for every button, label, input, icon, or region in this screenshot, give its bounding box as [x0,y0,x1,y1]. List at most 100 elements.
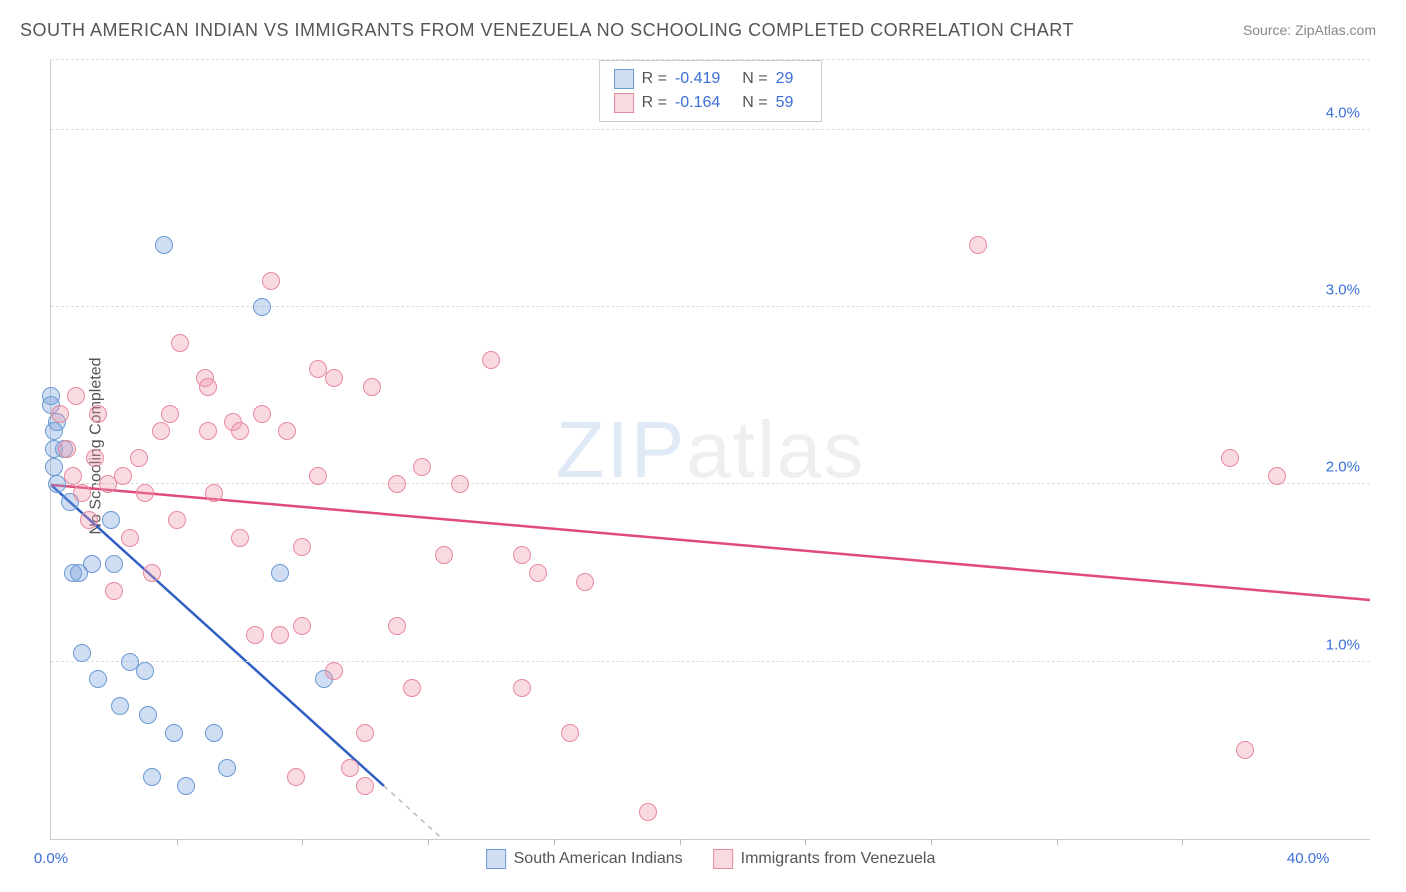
data-point-ven [246,626,264,644]
data-point-ven [325,662,343,680]
data-point-ven [114,467,132,485]
data-point-ven [287,768,305,786]
legend-swatch-ven [713,849,733,869]
r-label: R = [642,91,667,115]
legend-item-sai: South American Indians [486,849,683,869]
data-point-ven [435,546,453,564]
data-point-sai [205,724,223,742]
data-point-sai [83,555,101,573]
data-point-ven [205,484,223,502]
r-label: R = [642,67,667,91]
data-point-ven [1236,741,1254,759]
data-point-ven [309,467,327,485]
data-point-ven [58,440,76,458]
data-point-ven [152,422,170,440]
legend-item-ven: Immigrants from Venezuela [713,849,936,869]
scatter-plot-area: ZIPatlas R =-0.419N =29R =-0.164N =59 So… [50,60,1370,840]
data-point-ven [67,387,85,405]
data-point-ven [136,484,154,502]
source-attribution: Source: ZipAtlas.com [1243,22,1376,38]
x-tick [177,839,178,845]
data-point-ven [513,546,531,564]
data-point-ven [271,626,289,644]
data-point-ven [639,803,657,821]
data-point-sai [155,236,173,254]
data-point-sai [165,724,183,742]
data-point-sai [111,697,129,715]
watermark-atlas: atlas [686,405,865,494]
data-point-ven [121,529,139,547]
data-point-sai [143,768,161,786]
n-value-ven: 59 [776,91,794,115]
legend-label-ven: Immigrants from Venezuela [741,850,936,868]
data-point-ven [199,378,217,396]
data-point-ven [231,422,249,440]
trend-lines-svg [51,60,1370,839]
y-tick-label: 1.0% [1326,636,1360,653]
data-point-ven [482,351,500,369]
x-tick [428,839,429,845]
y-tick-label: 2.0% [1326,459,1360,476]
data-point-sai [89,670,107,688]
gridline [51,59,1370,60]
gridline [51,661,1370,662]
data-point-ven [356,724,374,742]
data-point-ven [388,475,406,493]
data-point-ven [105,582,123,600]
n-label: N = [742,67,767,91]
data-point-sai [253,298,271,316]
x-tick [680,839,681,845]
data-point-sai [73,644,91,662]
data-point-ven [403,679,421,697]
watermark-zip: ZIP [556,405,686,494]
data-point-ven [561,724,579,742]
data-point-sai [45,458,63,476]
n-label: N = [742,91,767,115]
data-point-ven [969,236,987,254]
data-point-ven [253,405,271,423]
data-point-sai [139,706,157,724]
data-point-ven [293,538,311,556]
r-value-ven: -0.164 [675,91,720,115]
correlation-stats-box: R = -0.419 N = 29 R = -0.164 N = 59 [599,60,823,122]
data-point-ven [64,467,82,485]
data-point-ven [576,573,594,591]
data-point-sai [102,511,120,529]
series-legend: South American Indians Immigrants from Ve… [486,849,936,869]
x-tick-label: 40.0% [1287,850,1330,867]
swatch-sai [614,69,634,89]
data-point-ven [513,679,531,697]
data-point-ven [325,369,343,387]
y-tick-label: 4.0% [1326,104,1360,121]
gridline [51,483,1370,484]
stats-row-sai: R = -0.419 N = 29 [614,67,808,91]
data-point-ven [341,759,359,777]
data-point-ven [363,378,381,396]
y-tick-label: 3.0% [1326,282,1360,299]
data-point-ven [293,617,311,635]
gridline [51,129,1370,130]
data-point-ven [89,405,107,423]
legend-swatch-sai [486,849,506,869]
n-value-sai: 29 [776,67,794,91]
x-tick [931,839,932,845]
r-value-sai: -0.419 [675,67,720,91]
data-point-sai [177,777,195,795]
data-point-ven [1268,467,1286,485]
legend-label-sai: South American Indians [514,850,683,868]
data-point-ven [143,564,161,582]
data-point-sai [218,759,236,777]
trend-line-dash-sai [384,786,444,839]
stats-row-ven: R = -0.164 N = 59 [614,91,808,115]
data-point-ven [161,405,179,423]
data-point-ven [130,449,148,467]
data-point-ven [356,777,374,795]
data-point-ven [231,529,249,547]
data-point-sai [271,564,289,582]
data-point-ven [278,422,296,440]
data-point-sai [105,555,123,573]
chart-title: SOUTH AMERICAN INDIAN VS IMMIGRANTS FROM… [20,20,1074,41]
data-point-sai [136,662,154,680]
gridline [51,306,1370,307]
x-tick-label: 0.0% [34,850,68,867]
